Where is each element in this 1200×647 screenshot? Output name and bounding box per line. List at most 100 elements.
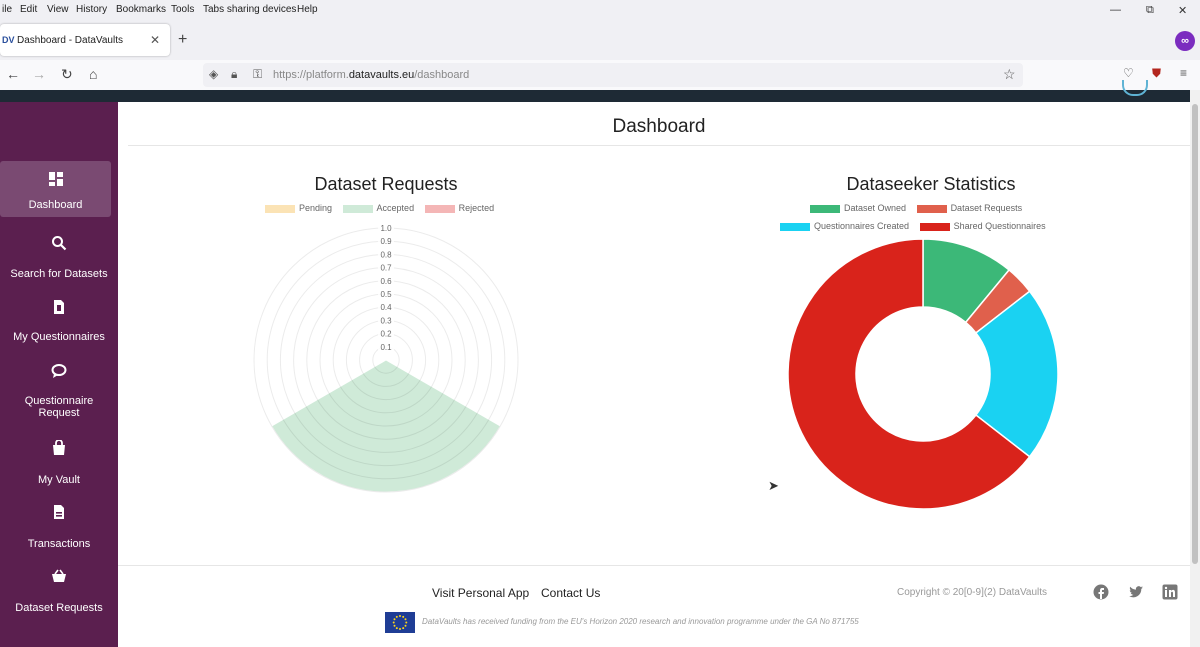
browser-menubar: ile Edit View History Bookmarks Tools Ta… (0, 0, 1200, 20)
polar-tick-label: 0.2 (380, 330, 392, 339)
home-icon[interactable]: ⌂ (89, 66, 98, 82)
key-icon[interactable]: ⚿ (253, 67, 263, 81)
legend-dataseeker-row2: Questionnaires Created Shared Questionna… (780, 221, 1054, 231)
legend-item[interactable]: Dataset Owned (810, 203, 906, 213)
url-text[interactable]: https://platform.datavaults.eu/dashboard (273, 69, 470, 81)
sidebar-item-label: Dataset Requests (15, 602, 103, 614)
shield-icon[interactable]: ◈ (209, 67, 219, 81)
sidebar-item-my-vault[interactable]: My Vault (0, 440, 118, 486)
polar-tick-label: 0.7 (380, 264, 392, 273)
sidebar-item-questionnaire-request[interactable]: Questionnaire Request (0, 363, 118, 419)
legend-dataset-requests: Pending Accepted Rejected (265, 203, 502, 213)
menu-file[interactable]: ile (2, 4, 13, 15)
main-content: Dashboard Dataset Requests Pending Accep… (118, 102, 1190, 647)
sidebar-item-dashboard[interactable]: Dashboard (0, 161, 111, 217)
legend-label: Shared Questionnaires (953, 221, 1046, 231)
polar-area-chart[interactable]: 0.1 0.2 0.3 0.4 0.5 0.6 0.7 0.8 0.9 1.0 (246, 220, 526, 500)
menu-view[interactable]: View (47, 4, 69, 15)
polar-tick-label: 0.9 (380, 237, 392, 246)
scrollbar-thumb[interactable] (1192, 104, 1198, 564)
basket-icon (52, 569, 66, 582)
sidebar-item-dataset-requests[interactable]: Dataset Requests (0, 568, 118, 614)
polar-tick-bg (378, 249, 394, 260)
chart-title-dataset-requests: Dataset Requests (314, 174, 458, 194)
sidebar-item-search[interactable]: Search for Datasets (0, 235, 118, 280)
minimize-icon[interactable]: — (1110, 4, 1121, 16)
tab-strip (0, 20, 1200, 60)
menu-tabs-sharing[interactable]: Tabs sharing devices (203, 4, 297, 15)
browser-tab[interactable]: DV Dashboard - DataVaults ✕ (0, 24, 170, 56)
legend-item[interactable]: Dataset Requests (916, 203, 1023, 213)
pocket-icon[interactable]: ♡ (1123, 66, 1134, 80)
new-tab-icon[interactable]: + (178, 31, 188, 48)
sidebar-item-label: Transactions (27, 538, 91, 550)
visit-personal-app-link[interactable]: Visit Personal App (432, 586, 530, 600)
polar-tick-bg (378, 236, 394, 247)
polar-segment-accepted[interactable] (271, 359, 501, 493)
extension-icon[interactable]: ∞ (1175, 31, 1195, 51)
legend-item[interactable]: Questionnaires Created (780, 221, 909, 231)
back-icon[interactable]: ← (6, 66, 20, 82)
doughnut-slice-shared-questionnaires[interactable] (787, 238, 1031, 510)
doughnut-chart[interactable] (785, 238, 1061, 514)
contact-us-link[interactable]: Contact Us (541, 586, 601, 600)
polar-tick-bg (378, 223, 394, 233)
menu-tools[interactable]: Tools (171, 4, 195, 15)
forward-icon[interactable]: → (32, 66, 46, 82)
polar-tick-label: 1.0 (380, 224, 392, 233)
legend-item[interactable]: Rejected (424, 203, 494, 213)
search-icon (52, 236, 67, 251)
linkedin-icon[interactable] (1162, 584, 1178, 600)
polar-tick-label: 0.6 (380, 277, 392, 286)
legend-label: Dataset Requests (950, 203, 1023, 213)
chat-icon (51, 364, 67, 378)
window-close-icon[interactable]: ✕ (1178, 5, 1188, 17)
sidebar-item-my-questionnaires[interactable]: My Questionnaires (0, 299, 118, 343)
address-bar[interactable]: ◈ 🔒︎ ⚿ https://platform.datavaults.eu/da… (203, 63, 1023, 87)
doughnut-slice-questionnaires-created[interactable] (974, 290, 1059, 458)
hamburger-menu-icon[interactable]: ≡ (1180, 66, 1188, 80)
tab-close-icon[interactable]: ✕ (150, 33, 161, 47)
legend-swatch (265, 204, 295, 213)
menu-bookmarks[interactable]: Bookmarks (116, 4, 167, 15)
menu-history[interactable]: History (76, 4, 108, 15)
dashboard-icon (48, 172, 63, 186)
avatar[interactable] (1122, 80, 1148, 96)
polar-tick-bg (378, 289, 394, 299)
restore-icon[interactable]: ⧉ (1146, 4, 1154, 16)
polar-tick-bg (378, 315, 394, 326)
sidebar-item-label: Questionnaire Request (24, 395, 94, 419)
facebook-icon[interactable] (1093, 584, 1109, 600)
legend-swatch (342, 204, 373, 213)
document-icon (54, 300, 64, 314)
ublock-icon[interactable]: ⛊ (1152, 66, 1162, 80)
polar-tick-bg (378, 275, 394, 286)
legend-swatch (424, 204, 455, 213)
sidebar-item-transactions[interactable]: Transactions (0, 504, 118, 550)
page-scrollbar[interactable] (1190, 90, 1200, 647)
legend-swatch (916, 204, 947, 213)
polar-tick-label: 0.3 (380, 316, 392, 325)
legend-item[interactable]: Accepted (342, 203, 414, 213)
bookmark-star-icon[interactable]: ☆ (1003, 66, 1016, 82)
legend-label: Dataset Owned (844, 203, 907, 213)
legend-item[interactable]: Pending (265, 203, 332, 213)
polar-tick-bg (378, 262, 394, 273)
funding-note: DataVaults has received funding from the… (422, 617, 859, 626)
lock-icon[interactable]: 🔒︎ (231, 67, 238, 81)
legend-swatch (810, 204, 840, 213)
polar-tick-bg (378, 328, 394, 339)
polar-tick-label: 0.4 (380, 303, 392, 312)
polar-tick-bg (378, 341, 394, 352)
reload-icon[interactable]: ↻ (61, 66, 73, 82)
chart-title-dataseeker-statistics: Dataseeker Statistics (846, 174, 1016, 194)
sidebar-item-label: Dashboard (28, 199, 83, 211)
legend-item[interactable]: Shared Questionnaires (919, 221, 1046, 231)
sidebar: Dashboard Search for Datasets My Questio… (0, 102, 118, 647)
legend-swatch (919, 222, 950, 231)
menu-edit[interactable]: Edit (20, 4, 38, 15)
twitter-icon[interactable] (1128, 584, 1144, 600)
page-title: Dashboard (612, 116, 706, 137)
sidebar-item-label: My Vault (38, 474, 80, 486)
menu-help[interactable]: Help (297, 4, 318, 15)
